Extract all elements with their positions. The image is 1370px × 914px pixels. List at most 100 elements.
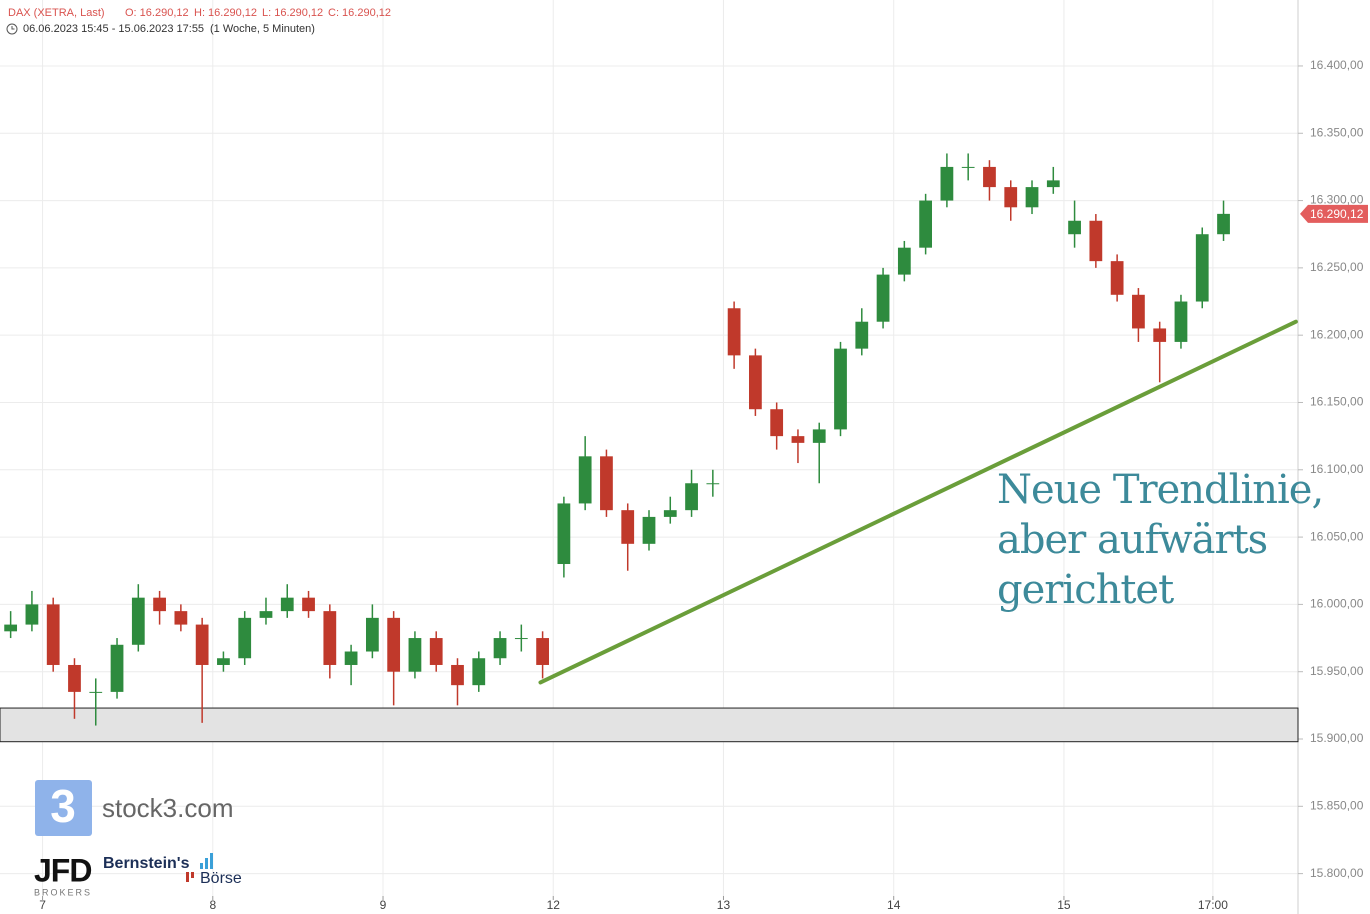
y-tick-label: 16.300,00 xyxy=(1310,193,1364,207)
ohlc: L: 16.290,12 xyxy=(262,7,323,19)
candle-body xyxy=(1004,187,1018,208)
candle-body xyxy=(876,274,890,322)
y-tick-label: 16.050,00 xyxy=(1310,529,1364,543)
last-price-tag xyxy=(1300,204,1368,223)
candle-body xyxy=(1195,234,1209,302)
logo-partner: Bernstein's xyxy=(103,855,190,872)
last-price-label: 16.290,12 xyxy=(1310,207,1364,221)
candle-body xyxy=(408,638,422,672)
annotation: Neue Trendlinie, xyxy=(997,467,1323,513)
candle-body xyxy=(514,638,528,640)
candle-body xyxy=(791,436,805,443)
candle-body xyxy=(983,166,996,188)
candle-body xyxy=(919,200,933,248)
candle-body xyxy=(365,617,379,652)
candle-body xyxy=(68,664,81,692)
x-tick-label: 9 xyxy=(380,898,387,912)
candle-body xyxy=(46,604,60,665)
candle-body xyxy=(174,611,188,625)
x-tick-label: 13 xyxy=(717,898,731,912)
y-tick-label: 15.950,00 xyxy=(1310,664,1364,678)
y-tick-label: 16.350,00 xyxy=(1310,125,1364,139)
candle-body xyxy=(1153,328,1167,342)
candle-body xyxy=(812,429,826,443)
logo-badge-text: 3 xyxy=(50,780,76,832)
logo-bars xyxy=(191,872,194,878)
candle-body xyxy=(1110,261,1124,295)
candle-body xyxy=(110,644,124,692)
date-range: 06.06.2023 15:45 - 15.06.2023 17:55 xyxy=(23,23,204,35)
x-tick-label: 8 xyxy=(209,898,216,912)
candle-body xyxy=(600,456,613,511)
candle-body xyxy=(153,597,166,612)
candle-body xyxy=(897,247,911,275)
ohlc: C: 16.290,12 xyxy=(328,7,391,19)
logo-broker: JFD xyxy=(34,852,91,888)
candle-body xyxy=(131,597,145,645)
trendline xyxy=(538,319,1298,685)
interval: (1 Woche, 5 Minuten) xyxy=(210,23,315,35)
ohlc: H: 16.290,12 xyxy=(194,7,257,19)
x-tick-label: 12 xyxy=(547,898,561,912)
logo-bars xyxy=(200,863,203,869)
logo-bars xyxy=(186,872,189,882)
logo-bars xyxy=(205,858,208,869)
candle-body xyxy=(89,691,103,693)
candle-body xyxy=(855,321,869,349)
y-tick-label: 16.100,00 xyxy=(1310,462,1364,476)
ohlc: O: 16.290,12 xyxy=(125,7,189,19)
candle-body xyxy=(344,651,358,665)
logo-badge xyxy=(35,780,92,836)
candle-body xyxy=(1089,220,1103,262)
x-tick-label: 17:00 xyxy=(1198,898,1228,912)
candle-body xyxy=(302,597,315,612)
y-tick-label: 16.150,00 xyxy=(1310,395,1364,409)
candle-body xyxy=(663,510,677,517)
candle-body xyxy=(1132,294,1145,329)
candle-body xyxy=(493,638,507,659)
clock-icon xyxy=(11,26,15,30)
clock-icon xyxy=(6,23,18,35)
candle-body xyxy=(749,355,762,410)
candle-body xyxy=(4,624,18,632)
candle-body xyxy=(1217,213,1230,235)
candle-body xyxy=(642,516,656,544)
annotation: gerichtet xyxy=(997,567,1174,613)
candle-body xyxy=(834,348,847,430)
candle-body xyxy=(217,658,230,665)
annotation: aber aufwärts xyxy=(997,517,1267,563)
candle-body xyxy=(387,617,401,672)
y-tick-label: 16.250,00 xyxy=(1310,260,1364,274)
candle-body xyxy=(770,409,784,437)
x-tick-label: 7 xyxy=(39,898,46,912)
logo-broker-sub: BROKERS xyxy=(34,887,92,897)
x-tick-label: 15 xyxy=(1057,898,1071,912)
candle-body xyxy=(429,638,443,665)
candle-body xyxy=(621,510,635,544)
logo-site: stock3.com xyxy=(102,793,234,823)
candle-body xyxy=(1046,180,1060,188)
candle-body xyxy=(195,624,209,665)
y-tick-label: 16.400,00 xyxy=(1310,58,1364,72)
candle-body xyxy=(1174,301,1188,342)
y-tick-label: 16.000,00 xyxy=(1310,597,1364,611)
candle-body xyxy=(685,483,698,511)
candle-body xyxy=(323,611,337,665)
y-tick-label: 15.800,00 xyxy=(1310,866,1364,880)
candle-body xyxy=(25,604,39,625)
y-tick-label: 16.200,00 xyxy=(1310,327,1364,341)
y-tick-label: 15.900,00 xyxy=(1310,731,1364,745)
candle-body xyxy=(280,597,294,612)
candle-body xyxy=(536,638,549,665)
candle-body xyxy=(940,166,954,201)
candle-body xyxy=(1025,187,1039,208)
candle-body xyxy=(259,611,273,618)
support-zone xyxy=(0,707,1299,743)
candle-body xyxy=(727,308,741,356)
candle-body xyxy=(706,483,720,485)
logo-partner-sub: Börse xyxy=(200,870,242,887)
candle-body xyxy=(961,166,975,168)
candle-body xyxy=(557,503,571,565)
